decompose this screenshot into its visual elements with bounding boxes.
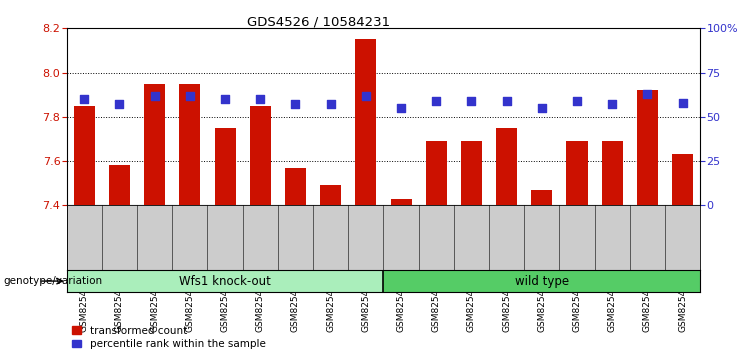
Bar bbox=[496, 128, 517, 205]
Bar bbox=[566, 141, 588, 205]
Bar bbox=[109, 165, 130, 205]
Bar bbox=[602, 141, 622, 205]
Point bbox=[254, 96, 266, 102]
Bar bbox=[144, 84, 165, 205]
Point bbox=[501, 98, 513, 104]
Bar bbox=[461, 141, 482, 205]
Bar bbox=[285, 168, 306, 205]
Point bbox=[79, 96, 90, 102]
Bar bbox=[391, 199, 412, 205]
Point bbox=[290, 102, 302, 107]
Bar bbox=[179, 84, 200, 205]
Point bbox=[677, 100, 688, 105]
Bar bbox=[356, 39, 376, 205]
Point bbox=[149, 93, 161, 98]
Point bbox=[395, 105, 407, 111]
Text: wild type: wild type bbox=[515, 275, 569, 287]
Text: genotype/variation: genotype/variation bbox=[4, 276, 103, 286]
Bar bbox=[320, 185, 341, 205]
Bar bbox=[215, 128, 236, 205]
Point bbox=[325, 102, 336, 107]
Text: GDS4526 / 10584231: GDS4526 / 10584231 bbox=[247, 16, 391, 29]
Bar bbox=[250, 106, 271, 205]
Point bbox=[113, 102, 125, 107]
Point bbox=[571, 98, 583, 104]
Point bbox=[536, 105, 548, 111]
Point bbox=[465, 98, 477, 104]
Point bbox=[642, 91, 654, 97]
Point bbox=[606, 102, 618, 107]
Point bbox=[184, 93, 196, 98]
Point bbox=[431, 98, 442, 104]
Bar bbox=[637, 90, 658, 205]
Legend: transformed count, percentile rank within the sample: transformed count, percentile rank withi… bbox=[72, 326, 265, 349]
Bar bbox=[425, 141, 447, 205]
Bar bbox=[67, 270, 384, 292]
Bar bbox=[384, 270, 700, 292]
Text: Wfs1 knock-out: Wfs1 knock-out bbox=[179, 275, 271, 287]
Point bbox=[219, 96, 231, 102]
Point bbox=[360, 93, 372, 98]
Bar bbox=[672, 154, 694, 205]
Bar bbox=[531, 190, 553, 205]
Bar bbox=[73, 106, 95, 205]
